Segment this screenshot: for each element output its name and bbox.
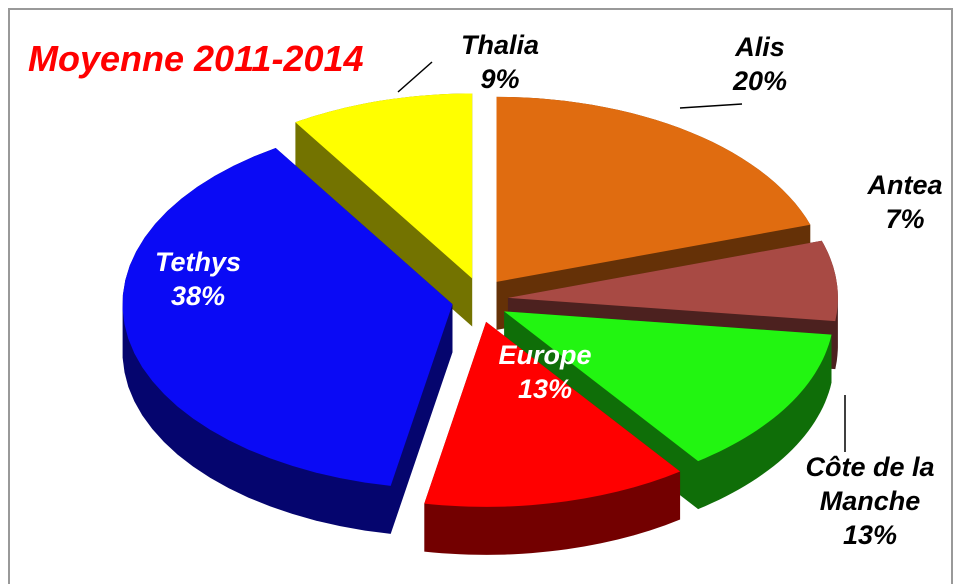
leader-line — [397, 61, 433, 93]
slice — [496, 96, 811, 282]
slice-value: 13% — [842, 520, 898, 550]
slice-label: Thalia 9% — [400, 28, 600, 96]
slice — [122, 148, 453, 486]
leader-line — [679, 103, 743, 109]
slice — [424, 321, 681, 507]
chart-title: Moyenne 2011-2014 — [28, 38, 364, 79]
slice-value: 13% — [517, 374, 573, 404]
slice-label: Europe 13% — [445, 338, 645, 406]
slice-name: Antea — [867, 170, 943, 200]
slice-label: Antea 7% — [805, 168, 963, 236]
slice — [507, 240, 838, 322]
slice-name: Tethys — [154, 247, 242, 277]
slice-name: Thalia — [460, 30, 540, 60]
slice-value: 7% — [885, 204, 925, 234]
slice-value: 9% — [480, 64, 520, 94]
slice — [295, 93, 473, 279]
slice-value: 20% — [732, 66, 788, 96]
slices — [122, 93, 838, 555]
slice-label: Tethys 38% — [98, 245, 298, 313]
slice-name: Europe — [498, 340, 592, 370]
slice-label: Alis 20% — [660, 30, 860, 98]
chart-frame — [8, 8, 953, 584]
slice-label: Côte de la Manche 13% — [795, 450, 945, 552]
slice-name: Côte de la Manche — [805, 452, 935, 516]
slice-name: Alis — [735, 32, 785, 62]
slice — [504, 311, 832, 462]
slice-value: 38% — [170, 281, 226, 311]
